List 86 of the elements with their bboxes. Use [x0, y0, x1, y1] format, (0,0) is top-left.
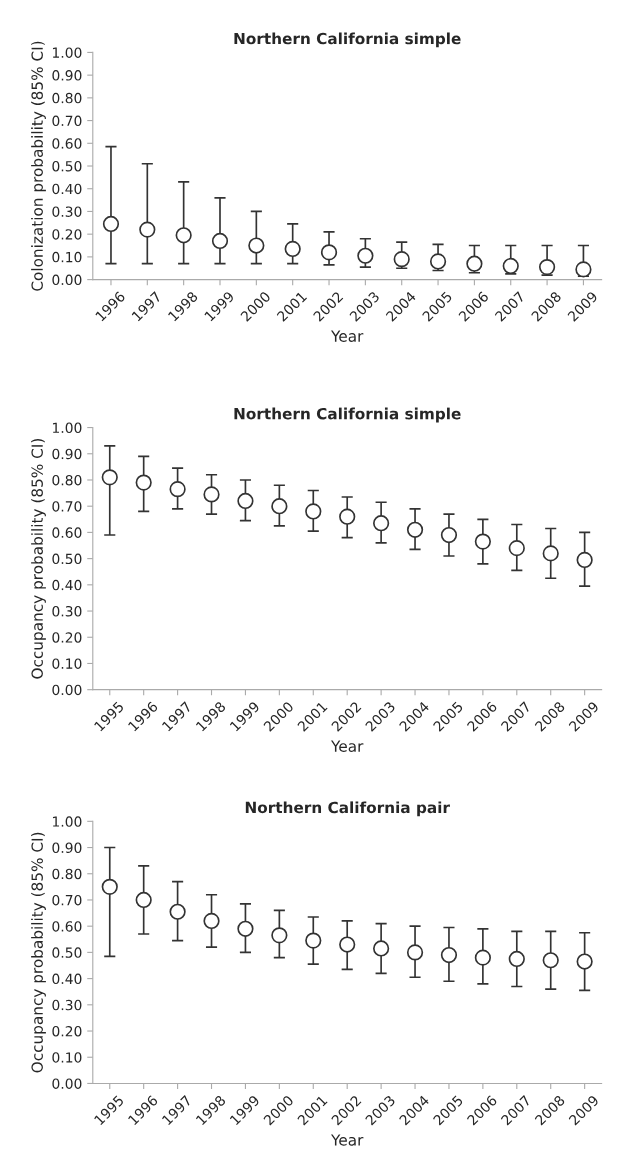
y-tick-label: 0.80	[52, 868, 82, 880]
point	[139, 221, 156, 238]
x-axis-title: Year	[330, 1134, 364, 1146]
point	[357, 247, 374, 264]
point	[203, 486, 220, 503]
point	[271, 498, 288, 515]
y-tick-label: 0.20	[52, 229, 82, 240]
y-tick-label: 0.30	[52, 206, 82, 217]
y-tick-label: 0.40	[52, 973, 82, 985]
point	[169, 481, 186, 498]
y-tick-label: 0.80	[52, 92, 82, 104]
y-tick-label: 1.00	[52, 47, 82, 58]
y-tick-label: 0.10	[52, 251, 82, 263]
y-tick-label: 0.60	[52, 921, 82, 932]
point	[284, 240, 301, 258]
y-tick-label: 0.20	[52, 632, 82, 643]
point	[305, 932, 322, 949]
point	[429, 253, 447, 270]
y-tick-label: 0.60	[52, 527, 82, 538]
y-tick-label: 0.10	[52, 1052, 82, 1063]
point	[575, 261, 592, 278]
point	[373, 515, 390, 532]
point	[538, 258, 556, 276]
point	[320, 244, 338, 261]
y-tick-label: 0.90	[52, 842, 82, 854]
point	[135, 891, 152, 909]
point	[203, 912, 220, 930]
y-axis-title: Occupancy probability (85% CI)	[31, 832, 46, 1073]
point	[101, 878, 118, 895]
y-axis-title: Occupancy probability (85% CI)	[31, 439, 46, 679]
point	[466, 255, 483, 272]
point	[440, 946, 458, 964]
chart-title: Northern California pair	[245, 801, 450, 817]
point	[339, 936, 356, 953]
point	[169, 903, 186, 920]
y-tick-label: 0.80	[52, 474, 82, 486]
chart-title: Northern California simple	[234, 32, 461, 48]
y-tick-label: 0.70	[52, 115, 82, 127]
y-tick-label: 0.00	[52, 684, 82, 696]
y-tick-label: 1.00	[52, 422, 82, 434]
point	[393, 251, 410, 268]
y-tick-label: 1.00	[52, 816, 82, 827]
point	[101, 469, 118, 486]
y-tick-label: 0.70	[52, 894, 82, 906]
y-tick-label: 0.50	[52, 947, 82, 958]
y-tick-label: 0.60	[52, 138, 82, 149]
y-tick-label: 0.40	[52, 579, 82, 591]
x-axis-title: Year	[330, 330, 364, 342]
point	[373, 940, 390, 957]
y-tick-label: 0.00	[52, 274, 82, 286]
point	[508, 540, 525, 557]
y-tick-label: 0.10	[52, 658, 82, 669]
point	[440, 526, 458, 544]
x-axis-title: Year	[330, 740, 364, 752]
point	[542, 545, 559, 562]
y-tick-label: 0.40	[52, 183, 82, 195]
y-tick-label: 0.30	[52, 999, 82, 1011]
point	[502, 257, 519, 275]
point	[175, 227, 192, 244]
point	[542, 952, 559, 969]
y-tick-label: 0.00	[52, 1078, 82, 1089]
point	[474, 533, 491, 550]
point	[576, 953, 593, 970]
y-tick-label: 0.20	[52, 1025, 82, 1037]
point	[237, 492, 254, 510]
y-axis-title: Colonization probability (85% CI)	[31, 41, 46, 291]
point	[406, 944, 424, 961]
y-tick-label: 0.50	[52, 553, 82, 565]
y-tick-label: 0.90	[52, 448, 82, 460]
y-tick-label: 0.90	[52, 70, 82, 81]
point	[474, 949, 491, 966]
point	[135, 474, 152, 491]
point	[339, 508, 356, 525]
point	[102, 215, 120, 233]
point	[406, 521, 424, 538]
y-tick-label: 0.70	[52, 501, 82, 512]
point	[248, 237, 265, 254]
chart-title: Northern California simple	[234, 407, 461, 423]
point	[271, 927, 288, 944]
point	[237, 920, 254, 937]
point	[508, 950, 525, 968]
y-tick-label: 0.50	[52, 160, 82, 172]
point	[305, 503, 322, 520]
point	[576, 551, 593, 569]
y-tick-label: 0.30	[52, 606, 82, 617]
point	[211, 232, 229, 250]
